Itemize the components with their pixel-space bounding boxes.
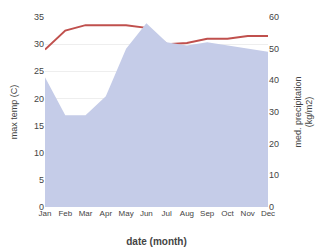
- svg-text:Apr: Apr: [100, 209, 113, 218]
- svg-text:max temp (C): max temp (C): [9, 85, 19, 140]
- svg-text:5: 5: [39, 175, 44, 185]
- svg-text:60: 60: [269, 12, 279, 22]
- svg-text:May: May: [119, 209, 134, 218]
- svg-text:date (month): date (month): [126, 236, 187, 247]
- svg-text:10: 10: [269, 170, 279, 180]
- svg-text:Aug: Aug: [180, 209, 194, 218]
- svg-text:0: 0: [269, 202, 274, 212]
- svg-text:Dec: Dec: [261, 209, 275, 218]
- svg-text:20: 20: [34, 94, 44, 104]
- svg-text:med. precipitation(kg/m2): med. precipitation(kg/m2): [293, 76, 315, 147]
- svg-text:20: 20: [269, 139, 279, 149]
- svg-text:Mar: Mar: [79, 209, 93, 218]
- svg-text:15: 15: [34, 121, 44, 131]
- svg-text:30: 30: [269, 107, 279, 117]
- svg-text:Feb: Feb: [58, 209, 72, 218]
- svg-text:Oct: Oct: [221, 209, 234, 218]
- svg-text:Nov: Nov: [241, 209, 255, 218]
- svg-text:0: 0: [39, 202, 44, 212]
- svg-text:30: 30: [34, 39, 44, 49]
- svg-text:Jul: Jul: [162, 209, 172, 218]
- svg-text:50: 50: [269, 44, 279, 54]
- svg-text:Jun: Jun: [140, 209, 153, 218]
- svg-text:35: 35: [34, 12, 44, 22]
- svg-text:40: 40: [269, 75, 279, 85]
- svg-text:Sep: Sep: [200, 209, 215, 218]
- svg-text:Jan: Jan: [39, 209, 52, 218]
- svg-text:25: 25: [34, 66, 44, 76]
- svg-text:10: 10: [34, 148, 44, 158]
